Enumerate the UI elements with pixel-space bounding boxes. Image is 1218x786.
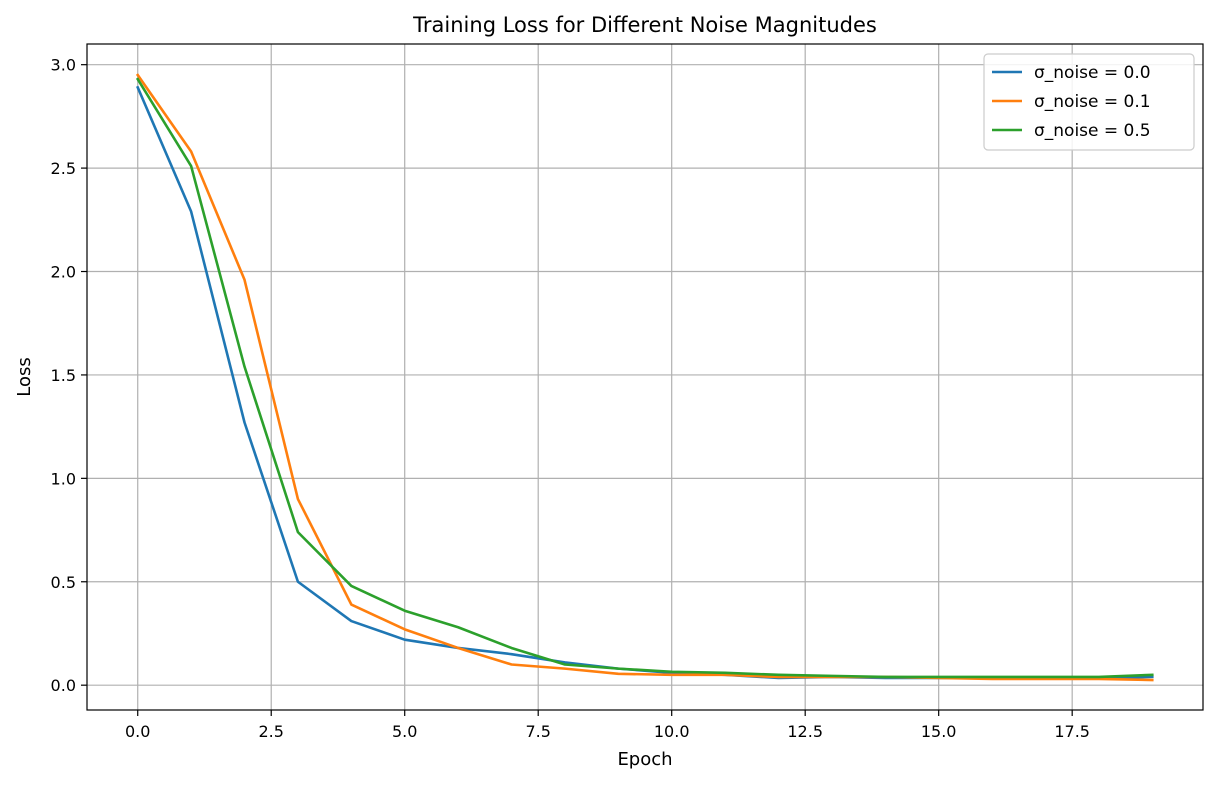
x-tick-label: 2.5 [258,722,283,741]
series-line-1 [135,73,1154,682]
legend-label: σ_noise = 0.0 [1034,63,1151,83]
plot-area-frame [86,43,1204,711]
x-tick-label: 7.5 [525,722,550,741]
y-tick-label: 2.0 [51,263,76,282]
y-tick-label: 1.0 [51,469,76,488]
y-tick-label: 1.5 [51,366,76,385]
legend-label: σ_noise = 0.1 [1034,92,1151,112]
x-axis-ticks: 0.0 2.5 5.0 7.5 10.0 12.5 15.0 17.5 [125,710,1090,741]
y-axis-label: Loss [14,357,35,396]
series-line-2 [135,77,1154,679]
y-tick-label: 2.5 [51,159,76,178]
x-tick-label: 15.0 [921,722,957,741]
x-tick-label: 10.0 [654,722,690,741]
legend: σ_noise = 0.0 σ_noise = 0.1 σ_noise = 0.5 [983,53,1195,151]
series-line-0 [136,85,1154,680]
legend-label: σ_noise = 0.5 [1034,121,1151,141]
series-lines [135,73,1154,682]
x-tick-label: 0.0 [125,722,150,741]
legend-box [983,53,1195,151]
x-tick-label: 12.5 [787,722,823,741]
grid [87,44,1203,710]
y-tick-label: 0.0 [51,676,76,695]
chart-title: Training Loss for Different Noise Magnit… [412,13,877,37]
x-tick-label: 5.0 [392,722,417,741]
y-tick-label: 3.0 [51,56,76,75]
y-tick-label: 0.5 [51,573,76,592]
x-axis-label: Epoch [617,749,672,770]
x-tick-label: 17.5 [1054,722,1090,741]
y-axis-ticks: 0.0 0.5 1.0 1.5 2.0 2.5 3.0 [51,56,87,695]
